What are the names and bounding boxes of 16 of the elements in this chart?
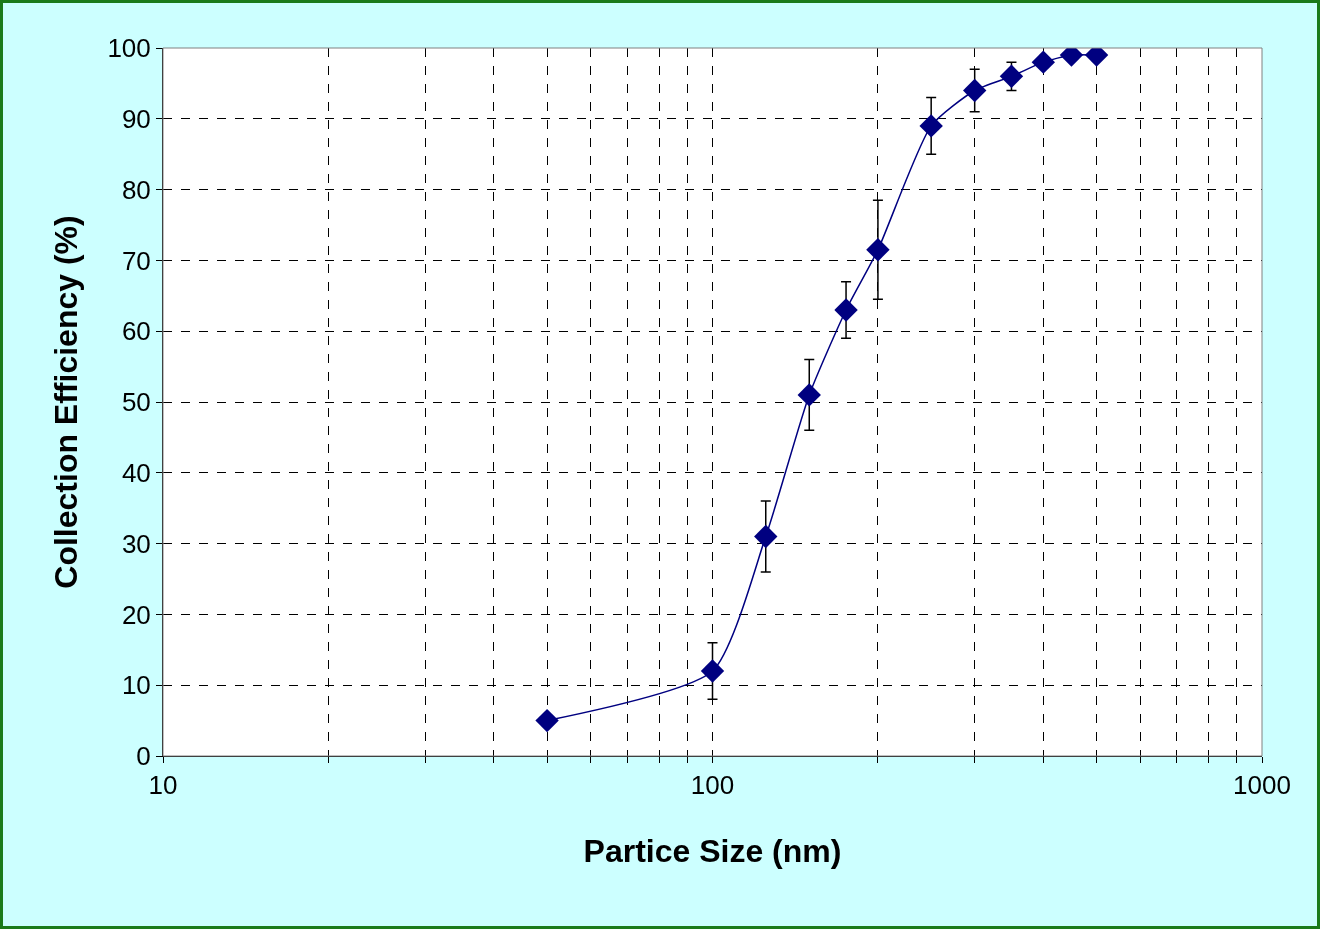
y-tick-label: 90 [121, 103, 151, 134]
y-tick-label: 80 [121, 174, 151, 205]
y-tick-label: 20 [121, 599, 151, 630]
y-tick-label: 10 [121, 670, 151, 701]
x-axis-title: Partice Size (nm) [583, 833, 842, 870]
y-tick-label: 70 [121, 245, 151, 276]
y-axis-title: Collection Efficiency (%) [47, 215, 84, 589]
y-tick-label: 40 [121, 457, 151, 488]
x-tick-label: 100 [690, 770, 735, 801]
y-tick-label: 100 [107, 33, 151, 64]
y-tick-label: 0 [136, 741, 151, 772]
y-tick-label: 60 [121, 316, 151, 347]
x-tick-label: 10 [148, 770, 178, 801]
y-tick-label: 50 [121, 387, 151, 418]
y-tick-label: 30 [121, 528, 151, 559]
x-tick-label: 1000 [1233, 770, 1291, 801]
